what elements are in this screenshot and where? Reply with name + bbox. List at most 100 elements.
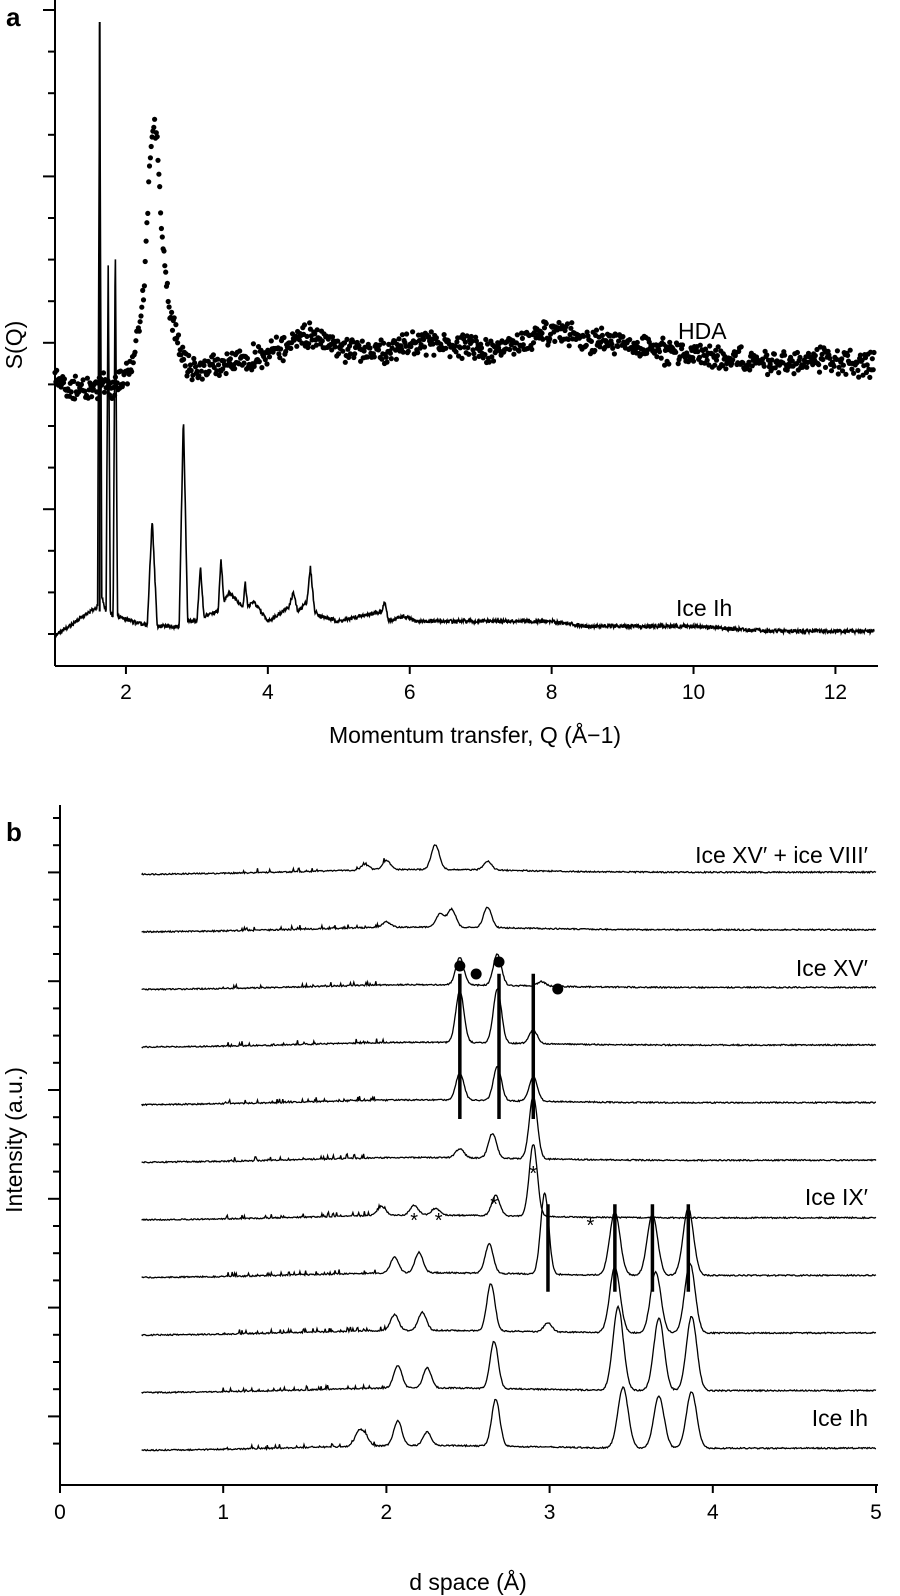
hda-data-point — [137, 319, 143, 325]
panel-b-x-tick-label: 4 — [707, 1501, 719, 1524]
panel-b-star-marker: * — [529, 1163, 537, 1185]
hda-data-point — [679, 342, 686, 348]
ice-ih-series-label-a: Ice Ih — [676, 595, 732, 621]
hda-data-point — [151, 124, 157, 130]
panel-b-letter: b — [6, 817, 22, 847]
hda-data-point — [615, 343, 621, 349]
panel-a-x-tick-label: 4 — [262, 681, 274, 704]
hda-data-point — [620, 334, 626, 340]
panel-b-trace-label: Ice XV′ + ice VIII′ — [695, 842, 868, 868]
hda-data-point — [870, 367, 876, 373]
hda-data-point — [307, 326, 313, 332]
panel-a-x-tick-label: 8 — [546, 681, 558, 704]
hda-data-point — [130, 360, 136, 366]
panel-b-trace-labels: Ice XV′ + ice VIII′ Ice XV′ Ice IX′ Ice Ih — [695, 842, 868, 1431]
hda-data-point — [161, 248, 167, 254]
panel-a-letter: a — [6, 2, 21, 32]
hda-data-point — [489, 354, 495, 360]
hda-data-point — [471, 351, 477, 357]
hda-data-point — [278, 346, 284, 352]
hda-data-point — [540, 336, 546, 342]
hda-data-point — [133, 338, 139, 344]
hda-data-point — [192, 360, 198, 366]
hda-data-point — [871, 349, 877, 356]
hda-data-point — [640, 347, 646, 353]
hda-data-point — [61, 376, 67, 382]
panel-b-trace-line — [141, 953, 877, 991]
hda-data-point — [423, 352, 429, 358]
hda-data-point — [483, 336, 489, 343]
panel-a-chart: 2 4 6 8 10 12 HDA Ice Ih Momentum transfer, Q… — [1, 0, 878, 748]
hda-data-point — [713, 357, 720, 363]
panel-b-trace-line — [141, 1262, 877, 1337]
panel-b-trace-line — [141, 1386, 877, 1452]
panel-b-star-markers: * * * * * — [410, 1163, 594, 1237]
hda-data-point — [812, 353, 818, 359]
panel-a-x-tick-label: 2 — [120, 681, 132, 704]
hda-data-point — [794, 349, 801, 356]
hda-data-point — [227, 356, 233, 362]
hda-data-point — [347, 351, 353, 357]
hda-data-point — [791, 371, 797, 377]
hda-data-point — [856, 374, 862, 380]
hda-data-point — [301, 322, 308, 328]
hda-data-point — [769, 357, 775, 363]
panel-a-x-axis-label: Momentum transfer, Q (Å−1) — [329, 721, 621, 748]
hda-data-point — [839, 368, 846, 374]
hda-data-point — [268, 338, 274, 344]
panel-b-y-axis-label: Intensity (a.u.) — [1, 1067, 27, 1213]
hda-data-point — [72, 396, 78, 402]
hda-data-point — [132, 349, 138, 355]
hda-data-point — [847, 347, 853, 353]
hda-data-point — [201, 362, 207, 368]
panel-b-trace-line — [141, 844, 877, 876]
hda-data-point — [388, 356, 394, 362]
hda-data-point — [379, 356, 385, 362]
hda-data-point — [410, 329, 416, 335]
panel-b-x-ticks: 0 1 2 3 4 5 — [54, 1485, 882, 1524]
panel-b-trace-line — [141, 1191, 877, 1279]
hda-data-point — [404, 331, 410, 337]
hda-data-point — [273, 334, 279, 340]
hda-data-point — [80, 377, 86, 383]
hda-data-point — [454, 339, 460, 345]
hda-data-point — [862, 355, 869, 361]
hda-data-point — [352, 351, 358, 357]
hda-data-point — [140, 297, 147, 303]
panel-b-star-marker: * — [435, 1210, 443, 1232]
panel-b-dot-markers — [454, 956, 564, 995]
hda-data-point — [54, 367, 60, 373]
hda-data-point — [384, 359, 390, 365]
hda-data-point — [299, 340, 305, 346]
hda-data-point — [189, 377, 195, 383]
hda-data-point — [163, 269, 169, 275]
panel-b-trace-label: Ice IX′ — [805, 1184, 868, 1210]
hda-data-point — [431, 352, 437, 358]
hda-data-point — [530, 340, 537, 346]
hda-data-point — [152, 116, 158, 122]
panel-b-x-tick-label: 3 — [544, 1501, 556, 1524]
hda-data-point — [288, 345, 294, 351]
hda-data-point — [804, 364, 810, 370]
hda-data-point — [139, 304, 145, 310]
hda-data-point — [280, 358, 286, 364]
panel-a-x-tick-label: 10 — [682, 681, 705, 704]
hda-data-point — [816, 362, 822, 368]
hda-data-point — [836, 364, 842, 370]
hda-data-point — [588, 338, 595, 344]
hda-data-point — [478, 345, 485, 351]
hda-data-point — [462, 339, 468, 345]
hda-data-point — [148, 143, 154, 150]
hda-data-point — [828, 368, 835, 374]
hda-data-point — [514, 332, 520, 338]
hda-data-point — [232, 366, 238, 372]
hda-data-point — [188, 367, 194, 374]
hda-data-point — [765, 371, 771, 378]
hda-data-point — [556, 319, 562, 326]
hda-data-point — [568, 325, 574, 331]
panel-b-traces — [141, 844, 877, 1452]
hda-data-point — [433, 335, 439, 341]
panel-b-dot-marker — [493, 956, 505, 968]
hda-data-point — [72, 373, 78, 379]
hda-data-point — [381, 340, 387, 346]
